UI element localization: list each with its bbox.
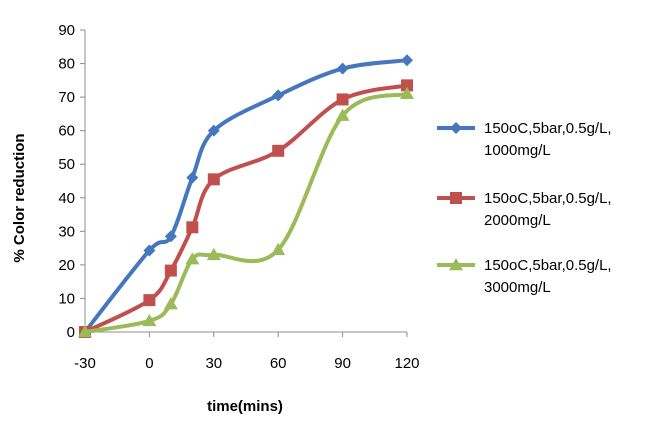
- data-point-marker: [143, 294, 156, 307]
- data-point-marker: [207, 173, 220, 186]
- data-point-marker: [143, 244, 156, 257]
- y-tick-label: 30: [58, 223, 75, 240]
- series-1: [79, 54, 413, 338]
- y-tick-label: 70: [58, 89, 75, 106]
- data-point-marker: [186, 221, 199, 234]
- legend-item: 150oC,5bar,0.5g/L, 3000mg/L: [437, 257, 612, 296]
- legend-marker: [449, 258, 463, 271]
- x-tick-label: 90: [334, 355, 351, 372]
- x-axis-title: time(mins): [207, 398, 283, 415]
- axes: 0 10 20 30 40 50 60 70 80 90 -30 0 30 60 90 120: [58, 22, 419, 372]
- data-point-marker: [336, 93, 349, 106]
- data-point-marker: [401, 54, 413, 67]
- data-point-marker: [163, 297, 178, 310]
- data-point-marker: [185, 252, 200, 265]
- data-point-marker: [335, 108, 350, 121]
- series-3: [78, 86, 414, 338]
- data-point-marker: [401, 79, 413, 92]
- data-point-marker: [164, 230, 177, 243]
- data-point-marker: [272, 144, 285, 157]
- legend-label: 1000mg/L: [484, 142, 551, 159]
- x-tick-label: 30: [205, 355, 222, 372]
- data-point-marker: [400, 86, 414, 100]
- data-point-marker: [206, 247, 221, 261]
- x-tick-label: 60: [270, 355, 287, 372]
- legend-label: 150oC,5bar,0.5g/L,: [484, 257, 612, 274]
- data-point-marker: [271, 242, 286, 256]
- x-tick-label: 120: [394, 355, 419, 372]
- legend-label: 150oC,5bar,0.5g/L,: [484, 120, 612, 137]
- data-point-marker: [186, 171, 199, 184]
- series-2: [79, 79, 413, 338]
- x-tick-label: 0: [145, 355, 153, 372]
- legend-label: 3000mg/L: [484, 279, 551, 296]
- series-layer: [78, 54, 414, 338]
- series-line: [83, 91, 409, 334]
- y-tick-label: 10: [58, 290, 75, 307]
- y-tick-label: 90: [58, 22, 75, 39]
- data-point-marker: [78, 325, 92, 338]
- series-line: [83, 83, 409, 334]
- y-tick-label: 0: [67, 324, 75, 341]
- y-tick-label: 40: [58, 190, 75, 207]
- legend-marker: [450, 122, 462, 134]
- y-axis-title: % Color reduction: [11, 133, 28, 262]
- legend-label: 2000mg/L: [484, 212, 551, 229]
- data-point-marker: [142, 313, 157, 327]
- legend-item: 150oC,5bar,0.5g/L, 1000mg/L: [437, 120, 612, 159]
- x-tick-label: -30: [74, 355, 96, 372]
- legend-label: 150oC,5bar,0.5g/L,: [484, 190, 612, 207]
- y-axis-title-group: % Color reduction: [11, 133, 28, 262]
- y-tick-label: 60: [58, 123, 75, 140]
- y-tick-label: 80: [58, 56, 75, 73]
- data-point-marker: [164, 264, 177, 277]
- legend-marker: [450, 192, 462, 204]
- y-tick-label: 20: [58, 257, 75, 274]
- legend: 150oC,5bar,0.5g/L,1000mg/L150oC,5bar,0.5…: [437, 120, 612, 296]
- data-point-marker: [272, 89, 285, 102]
- y-tick-label: 50: [58, 156, 75, 173]
- data-point-marker: [336, 62, 349, 75]
- legend-item: 150oC,5bar,0.5g/L, 2000mg/L: [437, 190, 612, 229]
- data-point-marker: [207, 124, 220, 137]
